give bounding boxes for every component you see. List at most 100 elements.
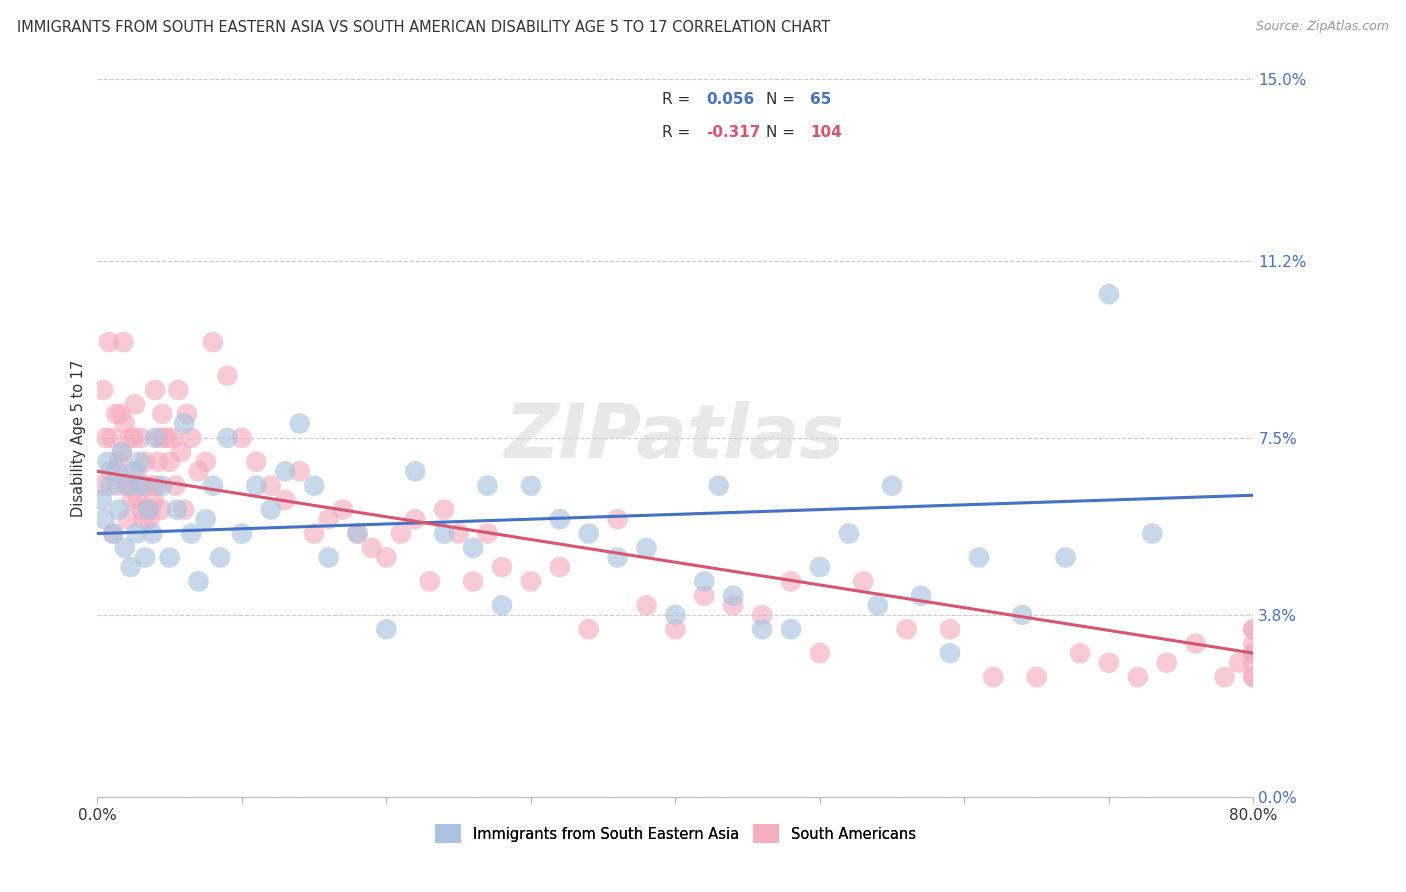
Point bbox=[176, 407, 198, 421]
Point bbox=[108, 502, 131, 516]
Point bbox=[751, 622, 773, 636]
Point bbox=[1184, 636, 1206, 650]
Point bbox=[1011, 607, 1033, 622]
Point bbox=[302, 526, 325, 541]
Point bbox=[96, 455, 118, 469]
Point bbox=[882, 478, 904, 492]
Point bbox=[1069, 646, 1091, 660]
Point bbox=[404, 464, 426, 478]
Point bbox=[981, 670, 1004, 684]
Text: ZIPatlas: ZIPatlas bbox=[505, 401, 845, 475]
Point bbox=[346, 526, 368, 541]
Point bbox=[111, 445, 134, 459]
Point bbox=[105, 464, 128, 478]
Point bbox=[194, 512, 217, 526]
Point bbox=[142, 493, 165, 508]
Point bbox=[117, 478, 139, 492]
Point bbox=[122, 431, 145, 445]
Point bbox=[231, 431, 253, 445]
Point bbox=[148, 431, 170, 445]
Point bbox=[173, 417, 195, 431]
Point bbox=[128, 455, 150, 469]
Point bbox=[209, 550, 232, 565]
Point bbox=[103, 526, 125, 541]
Point bbox=[150, 407, 173, 421]
Point bbox=[115, 478, 138, 492]
Point bbox=[173, 502, 195, 516]
Point bbox=[1126, 670, 1149, 684]
Point bbox=[187, 574, 209, 589]
Point bbox=[1241, 646, 1264, 660]
Point bbox=[194, 455, 217, 469]
Point bbox=[375, 622, 398, 636]
Point bbox=[1142, 526, 1164, 541]
Point bbox=[128, 478, 150, 492]
Point bbox=[166, 502, 188, 516]
Point bbox=[129, 431, 152, 445]
Point bbox=[318, 512, 340, 526]
Point bbox=[108, 455, 131, 469]
Point bbox=[1213, 670, 1236, 684]
Point bbox=[447, 526, 470, 541]
Point bbox=[167, 383, 190, 397]
Point bbox=[146, 455, 169, 469]
Point bbox=[98, 478, 121, 492]
Point bbox=[156, 431, 179, 445]
Point bbox=[101, 431, 124, 445]
Point bbox=[124, 397, 146, 411]
Text: 104: 104 bbox=[810, 125, 842, 140]
Point bbox=[111, 445, 134, 459]
Text: IMMIGRANTS FROM SOUTH EASTERN ASIA VS SOUTH AMERICAN DISABILITY AGE 5 TO 17 CORR: IMMIGRANTS FROM SOUTH EASTERN ASIA VS SO… bbox=[17, 20, 830, 35]
Point bbox=[159, 550, 181, 565]
Point bbox=[201, 478, 224, 492]
Point bbox=[103, 526, 125, 541]
Point bbox=[143, 431, 166, 445]
Point bbox=[139, 502, 162, 516]
Point bbox=[125, 526, 148, 541]
Point bbox=[131, 478, 153, 492]
Point bbox=[201, 335, 224, 350]
Text: Source: ZipAtlas.com: Source: ZipAtlas.com bbox=[1256, 20, 1389, 33]
Point bbox=[141, 478, 163, 492]
Legend: Immigrants from South Eastern Asia, South Americans: Immigrants from South Eastern Asia, Sout… bbox=[427, 817, 924, 850]
Point bbox=[693, 589, 716, 603]
Point bbox=[121, 493, 143, 508]
Point bbox=[138, 512, 160, 526]
Point bbox=[939, 622, 962, 636]
Point bbox=[288, 417, 311, 431]
Point bbox=[105, 407, 128, 421]
Point bbox=[98, 464, 121, 478]
Point bbox=[217, 368, 239, 383]
Point bbox=[162, 431, 184, 445]
Point bbox=[274, 464, 297, 478]
Point bbox=[1241, 656, 1264, 670]
Point bbox=[578, 622, 600, 636]
Point bbox=[636, 599, 658, 613]
Point bbox=[375, 550, 398, 565]
Point bbox=[125, 464, 148, 478]
Point bbox=[150, 478, 173, 492]
Text: R =: R = bbox=[662, 92, 696, 107]
Point bbox=[838, 526, 860, 541]
Point bbox=[1156, 656, 1178, 670]
Point bbox=[332, 502, 354, 516]
Point bbox=[721, 599, 744, 613]
Point bbox=[112, 335, 135, 350]
Point bbox=[1241, 670, 1264, 684]
Point bbox=[707, 478, 730, 492]
Point bbox=[1241, 622, 1264, 636]
Point bbox=[636, 541, 658, 555]
Point bbox=[134, 550, 156, 565]
Point bbox=[114, 541, 136, 555]
Point bbox=[477, 478, 499, 492]
Point bbox=[721, 589, 744, 603]
Point bbox=[165, 478, 187, 492]
Point bbox=[318, 550, 340, 565]
Point bbox=[127, 493, 149, 508]
Point bbox=[149, 502, 172, 516]
Point bbox=[578, 526, 600, 541]
Point bbox=[461, 574, 484, 589]
Point bbox=[1241, 622, 1264, 636]
Point bbox=[302, 478, 325, 492]
Point bbox=[93, 512, 115, 526]
